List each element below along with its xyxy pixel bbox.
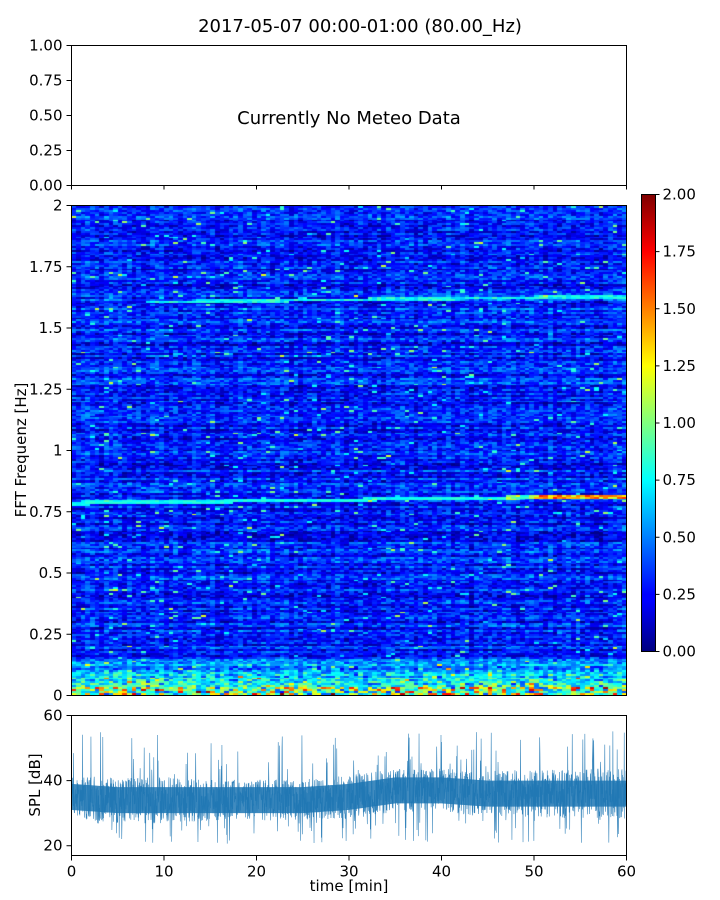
colorbar-tick-label: 1.75 <box>663 243 696 261</box>
no-data-message: Currently No Meteo Data <box>237 108 461 129</box>
spl-xtick-label: 20 <box>247 863 266 881</box>
spl-ytick-label: 20 <box>43 837 62 855</box>
colorbar-tick-label: 0.50 <box>663 528 696 546</box>
colorbar-tick-label: 1.25 <box>663 357 696 375</box>
spl-xtick-label: 0 <box>67 863 77 881</box>
meteo-ytick-label: 0.50 <box>29 107 62 125</box>
spl-xtick-label: 40 <box>432 863 451 881</box>
spl-ylabel: SPL [dB] <box>26 753 44 816</box>
spectrogram-ylabel: FFT Frequenz [Hz] <box>12 383 30 518</box>
spectrogram-ytick-label: 0.5 <box>39 564 63 582</box>
spl-xlabel: time [min] <box>310 877 389 895</box>
colorbar-tick-label: 0.75 <box>663 471 696 489</box>
spl-xtick-label: 50 <box>524 863 543 881</box>
spl-xtick-label: 10 <box>154 863 173 881</box>
meteo-ytick-label: 0.25 <box>29 142 62 160</box>
colorbar-tick-label: 0.25 <box>663 585 696 603</box>
meteo-panel-frame <box>71 45 627 186</box>
spectrogram-ytick-label: 0.25 <box>29 625 62 643</box>
figure-title: 2017-05-07 00:00-01:00 (80.00_Hz) <box>198 16 522 37</box>
spl-ytick-label: 40 <box>43 772 62 790</box>
meteo-ytick-label: 0.75 <box>29 72 62 90</box>
spl-xtick-label: 60 <box>617 863 636 881</box>
meteo-ytick-label: 0.00 <box>29 177 62 195</box>
meteo-ytick-label: 1.00 <box>29 37 62 55</box>
spectrogram-ytick-label: 0 <box>53 687 63 705</box>
colorbar-tick-label: 1.50 <box>663 300 696 318</box>
spectrogram-ytick-label: 0.75 <box>29 503 62 521</box>
spectrogram-ytick-label: 1.75 <box>29 258 62 276</box>
spl-ytick-label: 60 <box>43 707 62 725</box>
colorbar-tick-label: 0.00 <box>663 643 696 661</box>
spectrogram-ytick-label: 2 <box>53 197 63 215</box>
spl-series-core <box>71 777 627 814</box>
colorbar-tick-label: 1.00 <box>663 414 696 432</box>
colorbar-gradient <box>641 194 656 652</box>
meteo-panel: Currently No Meteo Data 0.00 0.25 0.50 0.75… <box>29 37 627 195</box>
spectrogram-ytick-label: 1.25 <box>29 380 62 398</box>
spl-xtick-label: 30 <box>339 863 358 881</box>
spl-panel: SPL [dB] time [min] 20 40 60 0 10 20 30 40 50 60 <box>26 707 636 896</box>
spectrogram-image <box>72 205 627 695</box>
colorbar-tick-label: 2.00 <box>663 186 696 204</box>
colorbar: 0.00 0.25 0.50 0.75 1.00 1.25 1.50 1.75 2.00 <box>641 186 696 661</box>
spectrogram-ytick-label: 1 <box>53 442 63 460</box>
spectrogram-ytick-label: 1.5 <box>39 319 63 337</box>
spectrogram-panel: FFT Frequenz [Hz] 0 0.25 0.5 0.75 1 1.25 1.5 1.… <box>12 197 627 705</box>
